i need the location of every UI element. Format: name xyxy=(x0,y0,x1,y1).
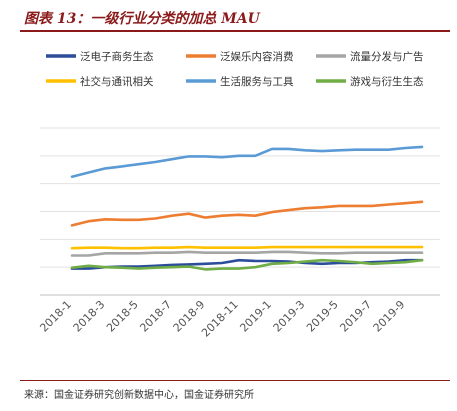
legend-label: 流量分发与广告 xyxy=(350,50,424,63)
title-bar: 图表 13：一级行业分类的加总 MAU xyxy=(20,6,450,32)
series-line xyxy=(70,245,424,250)
legend-label: 泛电子商务生态 xyxy=(80,50,154,63)
x-axis: 2018-12018-32018-52018-72018-92018-11201… xyxy=(37,298,407,340)
source-note: 来源：国金证券研究创新数据中心，国金证券研究所 xyxy=(24,390,254,401)
x-tick-label: 2018-5 xyxy=(104,298,141,335)
x-tick-label: 2019-5 xyxy=(304,298,341,335)
series-line xyxy=(70,258,424,271)
legend-label: 生活服务与工具 xyxy=(220,75,294,88)
x-tick-label: 2018-3 xyxy=(71,298,108,335)
legend-label: 泛娱乐内容消费 xyxy=(220,50,294,63)
x-tick-label: 2018-1 xyxy=(37,298,74,335)
footer: 来源：国金证券研究创新数据中心，国金证券研究所 xyxy=(20,380,450,401)
legend-label: 游戏与衍生生态 xyxy=(350,75,424,88)
x-tick-label: 2018-11 xyxy=(199,298,241,340)
series-lines xyxy=(70,145,424,271)
x-tick-label: 2018-7 xyxy=(137,298,174,335)
legend-label: 社交与通讯相关 xyxy=(80,75,154,88)
chart-title: 图表 13：一级行业分类的加总 MAU xyxy=(24,11,260,27)
series-line xyxy=(70,250,424,257)
x-tick-label: 2019-9 xyxy=(371,298,408,335)
x-tick-label: 2019-7 xyxy=(337,298,374,335)
x-tick-label: 2019-3 xyxy=(271,298,308,335)
series-line xyxy=(70,200,424,227)
grid xyxy=(40,127,440,296)
x-tick-label: 2019-1 xyxy=(237,298,274,335)
series-line xyxy=(70,145,424,178)
